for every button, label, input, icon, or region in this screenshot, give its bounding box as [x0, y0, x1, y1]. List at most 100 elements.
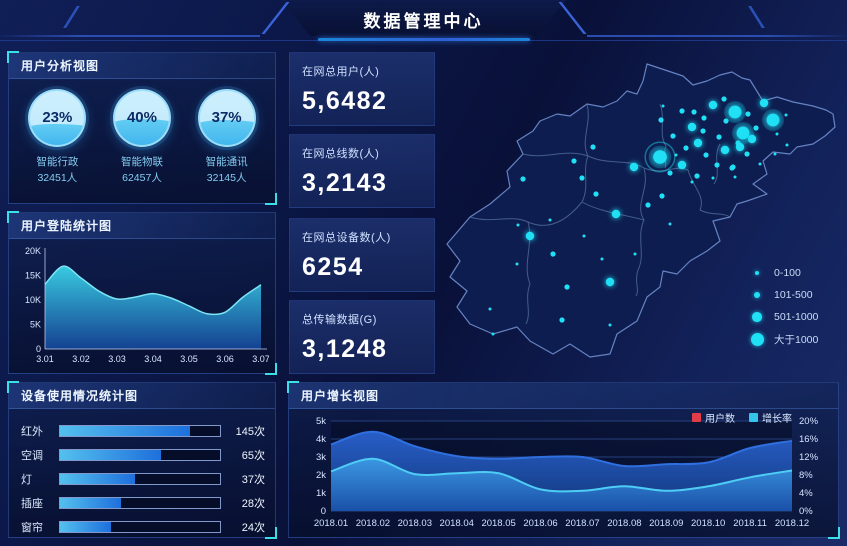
legend-label: 用户数: [705, 414, 735, 425]
map-bubble: [667, 170, 673, 176]
map-bubble: [701, 115, 707, 121]
bar-category-label: 灯: [21, 474, 32, 486]
bar-row: 插座 28次: [21, 493, 265, 513]
axis-tick-label: 15K: [25, 271, 41, 281]
title-edge-right: [557, 2, 587, 34]
map-bubble: [759, 98, 769, 108]
map-legend-label: 大于1000: [774, 333, 819, 346]
stat-label: 在网总线数(人): [302, 148, 380, 160]
map-legend-item[interactable]: 101-500: [748, 284, 818, 306]
panel-login-stats: 用户登陆统计图 0 5K 10K 15K 20K 3.01 3.02 3.03 3.04 3.05…: [7, 211, 277, 375]
corner-bracket-icon: [7, 211, 19, 223]
axis-tick-label: 2k: [316, 470, 326, 481]
axis-tick-label: 20K: [25, 246, 41, 256]
axis-tick-label: 2018.01: [314, 518, 348, 529]
map-bubble: [736, 126, 750, 140]
header-line-right: [587, 35, 847, 37]
liquid-gauge: 23% 智能行政 32451人: [15, 89, 99, 187]
panel-title: 设备使用情况统计图: [9, 383, 275, 409]
axis-tick-label: 3k: [316, 452, 326, 463]
axis-tick-label: 0%: [799, 506, 813, 517]
map-bubble: [516, 223, 520, 227]
map-bubble: [629, 162, 639, 172]
axis-tick-label: 2018.02: [356, 518, 390, 529]
map-bubble: [775, 132, 779, 136]
bar-fill: [60, 426, 190, 436]
map-bubble: [758, 162, 762, 166]
axis-tick-label: 2018.09: [649, 518, 683, 529]
axis-tick-label: 10K: [25, 295, 41, 305]
gauge-name: 智能行政: [36, 156, 79, 168]
map-bubble: [733, 175, 737, 179]
gauge-count: 32145人: [206, 172, 247, 185]
panel-title: 用户分析视图: [9, 53, 275, 79]
map-bubble: [564, 284, 570, 290]
gauge-water: [199, 119, 254, 145]
bar-category-label: 红外: [21, 426, 43, 438]
bubble-size-icon: [755, 271, 759, 275]
stat-value: 6254: [302, 253, 364, 281]
map-bubble: [728, 105, 742, 119]
map-legend-item[interactable]: 501-1000: [748, 306, 818, 328]
map-bubble: [766, 113, 780, 127]
title-underline: [317, 38, 530, 41]
legend-item[interactable]: 用户数: [692, 410, 735, 425]
legend-item[interactable]: 增长率: [749, 410, 792, 425]
map-bubble: [590, 144, 596, 150]
axis-tick-label: 4k: [316, 434, 326, 445]
axis-tick-label: 4%: [799, 488, 813, 499]
bar-row: 红外 145次: [21, 421, 265, 441]
growth-area: [331, 458, 792, 511]
axis-tick-label: 1k: [316, 488, 326, 499]
map-legend-item[interactable]: 0-100: [748, 262, 818, 284]
gauge-count: 62457人: [122, 172, 162, 185]
map-bubble: [693, 138, 703, 148]
map-legend-label: 501-1000: [774, 311, 819, 323]
map-bubble: [691, 109, 697, 115]
axis-tick-label: 2018.04: [440, 518, 474, 529]
map-bubble: [491, 332, 495, 336]
map-bubble: [611, 209, 621, 219]
gauge-circle: 23%: [28, 89, 87, 147]
bar-fill: [60, 498, 121, 508]
bar-track: [59, 449, 221, 461]
axis-tick-label: 3.03: [108, 354, 126, 364]
map-bubble: [645, 202, 651, 208]
header-line-left: [0, 35, 260, 37]
axis-tick-label: 2018.12: [775, 518, 809, 529]
bubble-size-icon: [753, 291, 761, 299]
axis-tick-label: 5K: [30, 320, 41, 330]
map-bubble: [785, 143, 789, 147]
axis-tick-label: 3.04: [144, 354, 162, 364]
bar-category-label: 窗帘: [21, 522, 43, 534]
map-legend-item[interactable]: 大于1000: [748, 328, 818, 350]
title-edge-left: [260, 2, 290, 34]
corner-bracket-icon: [265, 193, 277, 205]
panel-title: 用户增长视图: [289, 383, 838, 409]
map-svg: [446, 63, 836, 358]
panel-user-growth: 用户增长视图 用户数 增长率 0 1k 2k 3k 4k 5k 0% 4% 8% 12% 16% 20%…: [287, 381, 840, 539]
map-bubble: [711, 176, 715, 180]
panel-device-usage: 设备使用情况统计图 红外 145次 空调 65次灯 37次 插座 28次 窗帘 24次: [7, 381, 277, 539]
map-legend-dot-wrap: [748, 291, 766, 299]
stat-card: 总传输数据(G) 3,1248: [289, 300, 435, 374]
map-bubble: [633, 252, 637, 256]
page-title: 数据管理中心: [363, 12, 484, 31]
growth-area-chart: 0 1k 2k 3k 4k 5k 0% 4% 8% 12% 16% 20% 2018.01 2018.02…: [314, 416, 819, 529]
header-slash-right: [748, 6, 784, 28]
bar-row: 灯 37次: [21, 469, 265, 489]
bar-fill: [60, 450, 161, 460]
legend-swatch-icon: [692, 413, 701, 422]
bar-fill: [60, 522, 112, 532]
map-bubble: [677, 160, 687, 170]
stat-label: 总传输数据(G): [302, 314, 377, 326]
map-legend: 0-100 101-500 501-1000 大于1000: [748, 262, 818, 350]
map-bubble: [593, 191, 599, 197]
map-bubble: [694, 173, 700, 179]
stat-value: 3,2143: [302, 169, 388, 197]
bar-row: 空调 65次: [21, 445, 265, 465]
bar-track: [59, 497, 221, 509]
bar-value-label: 65次: [241, 450, 265, 462]
map-bubble: [582, 234, 586, 238]
map-legend-label: 0-100: [774, 267, 801, 279]
